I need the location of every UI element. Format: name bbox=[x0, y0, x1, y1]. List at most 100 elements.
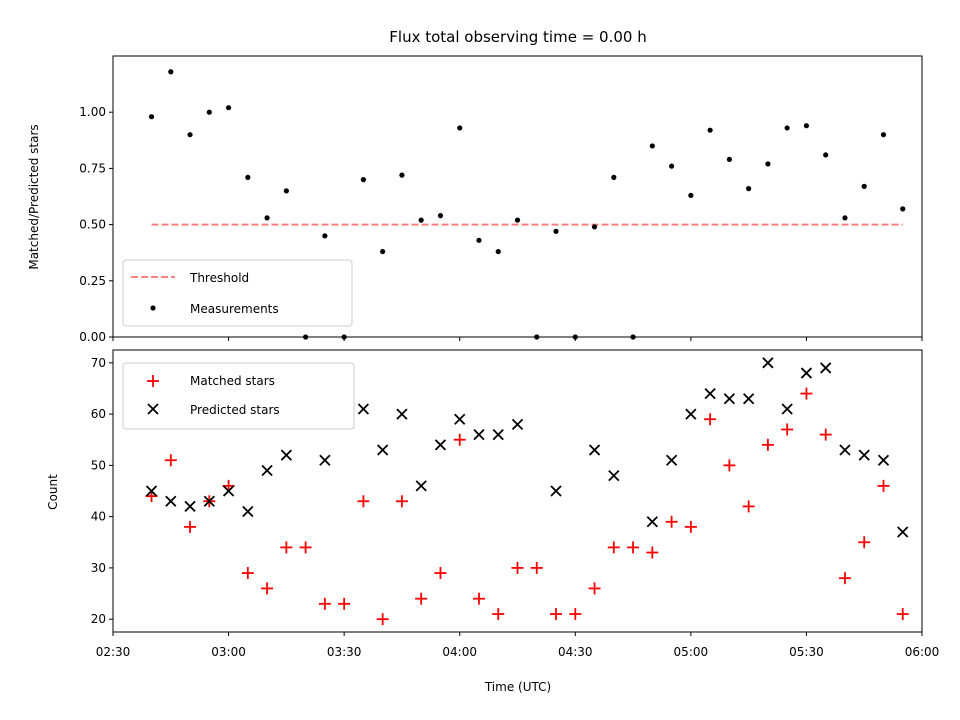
matched-stars-point bbox=[896, 608, 909, 621]
predicted-stars-point bbox=[608, 469, 620, 482]
measurement-point bbox=[187, 132, 193, 138]
predicted-stars-point bbox=[261, 464, 273, 477]
measurement-point bbox=[206, 109, 212, 115]
predicted-stars-point bbox=[704, 387, 716, 400]
measurement-point bbox=[476, 237, 482, 243]
predicted-stars-point bbox=[184, 500, 196, 513]
measurement-point bbox=[688, 192, 694, 198]
x-tick-label: 03:30 bbox=[327, 645, 362, 659]
bottom-y-axis-label: Count bbox=[46, 474, 60, 510]
top-y-tick-label: 0.00 bbox=[79, 330, 106, 344]
measurement-point bbox=[322, 233, 328, 239]
measurement-point bbox=[283, 188, 289, 194]
matched-stars-point bbox=[280, 541, 293, 554]
matched-stars-point bbox=[261, 582, 274, 595]
x-tick-label: 05:30 bbox=[789, 645, 824, 659]
x-tick-label: 02:30 bbox=[96, 645, 131, 659]
measurement-point bbox=[746, 186, 752, 192]
bottom-y-tick-label: 60 bbox=[91, 407, 106, 421]
predicted-stars-point bbox=[781, 403, 793, 415]
bottom-legend-box bbox=[122, 362, 355, 430]
measurement-point bbox=[823, 152, 829, 158]
bottom-legend: Matched stars Predicted stars bbox=[122, 362, 355, 430]
predicted-stars-point bbox=[222, 485, 235, 497]
x-tick-label: 03:00 bbox=[211, 645, 246, 659]
predicted-stars-point bbox=[377, 444, 389, 456]
measurement-point bbox=[245, 174, 251, 180]
predicted-stars-point bbox=[454, 413, 466, 425]
measurement-point bbox=[803, 123, 810, 129]
matched-stars-point bbox=[588, 582, 601, 595]
matched-stars-point bbox=[357, 495, 370, 508]
predicted-stars-point bbox=[415, 480, 427, 492]
top-y-tick-label: 0.25 bbox=[79, 274, 106, 288]
top-y-tick-label: 1.00 bbox=[79, 105, 106, 119]
measurement-point bbox=[168, 69, 174, 75]
legend-threshold-label: Threshold bbox=[189, 271, 249, 285]
measurement-point bbox=[360, 177, 367, 183]
measurement-point bbox=[380, 248, 386, 255]
predicted-stars-point bbox=[473, 428, 485, 441]
matched-stars-point bbox=[838, 572, 851, 585]
matched-stars-point bbox=[819, 428, 832, 441]
x-tick-label: 06:00 bbox=[905, 645, 940, 659]
legend-measurements-label: Measurements bbox=[190, 302, 279, 316]
matched-stars-point bbox=[665, 515, 678, 528]
predicted-stars-point bbox=[550, 485, 562, 497]
top-y-tick-label: 0.75 bbox=[79, 161, 106, 175]
matched-stars-point bbox=[164, 454, 177, 467]
top-axes-frame bbox=[112, 55, 923, 338]
matched-stars-point bbox=[627, 541, 640, 554]
legend-matched-label: Matched stars bbox=[190, 374, 275, 388]
x-tick-label: 05:00 bbox=[674, 645, 709, 659]
measurement-point bbox=[880, 132, 887, 138]
predicted-stars-point bbox=[685, 408, 697, 420]
top-legend: Threshold Measurements bbox=[122, 259, 353, 327]
matched-stars-point bbox=[184, 520, 197, 533]
measurement-point bbox=[457, 125, 463, 131]
measurement-point bbox=[900, 206, 906, 212]
matched-stars-point bbox=[781, 423, 794, 436]
predicted-stars-point bbox=[588, 444, 601, 456]
matched-stars-point bbox=[338, 597, 351, 610]
predicted-stars-point bbox=[723, 393, 736, 405]
bottom-y-tick-label: 40 bbox=[91, 510, 106, 524]
matched-stars-point bbox=[684, 520, 697, 533]
x-tick-label: 04:30 bbox=[558, 645, 593, 659]
matched-stars-point bbox=[492, 608, 505, 621]
measurement-point bbox=[726, 156, 732, 163]
legend-measurements-swatch bbox=[150, 305, 156, 311]
measurement-point bbox=[707, 127, 713, 133]
predicted-stars-point bbox=[145, 485, 158, 497]
predicted-stars-point bbox=[319, 454, 331, 466]
bottom-y-tick-label: 30 bbox=[91, 561, 106, 575]
matched-stars-point bbox=[800, 387, 813, 400]
matched-stars-point bbox=[530, 561, 543, 574]
predicted-stars-point bbox=[434, 439, 447, 451]
predicted-stars-point bbox=[242, 505, 254, 518]
predicted-stars-point bbox=[165, 495, 177, 507]
measurement-point bbox=[611, 174, 617, 180]
bottom-panel: 02:30 03:00 03:30 04:00 04:30 05:00 05:30 06:00… bbox=[91, 349, 940, 659]
measurement-point bbox=[418, 217, 424, 223]
matched-stars-point bbox=[569, 608, 582, 621]
predicted-stars-point bbox=[396, 408, 408, 420]
measurement-point bbox=[591, 224, 598, 230]
bottom-y-tick-label: 70 bbox=[91, 356, 106, 370]
predicted-stars-point bbox=[280, 449, 292, 461]
predicted-stars-point bbox=[820, 362, 832, 374]
chart-title: Flux total observing time = 0.00 h bbox=[389, 28, 646, 46]
predicted-stars-point bbox=[897, 526, 909, 538]
matched-stars-point bbox=[453, 433, 466, 446]
bottom-y-tick-label: 50 bbox=[91, 458, 106, 472]
matched-stars-point bbox=[704, 413, 717, 426]
top-y-axis-label: Matched/Predicted stars bbox=[27, 124, 41, 269]
measurement-point bbox=[148, 114, 155, 120]
matched-stars-point bbox=[550, 608, 563, 621]
matched-stars-point bbox=[761, 438, 774, 451]
legend-predicted-label: Predicted stars bbox=[190, 403, 280, 417]
matched-stars-point bbox=[742, 500, 755, 513]
predicted-stars-point bbox=[839, 444, 851, 456]
measurement-point bbox=[514, 217, 521, 223]
